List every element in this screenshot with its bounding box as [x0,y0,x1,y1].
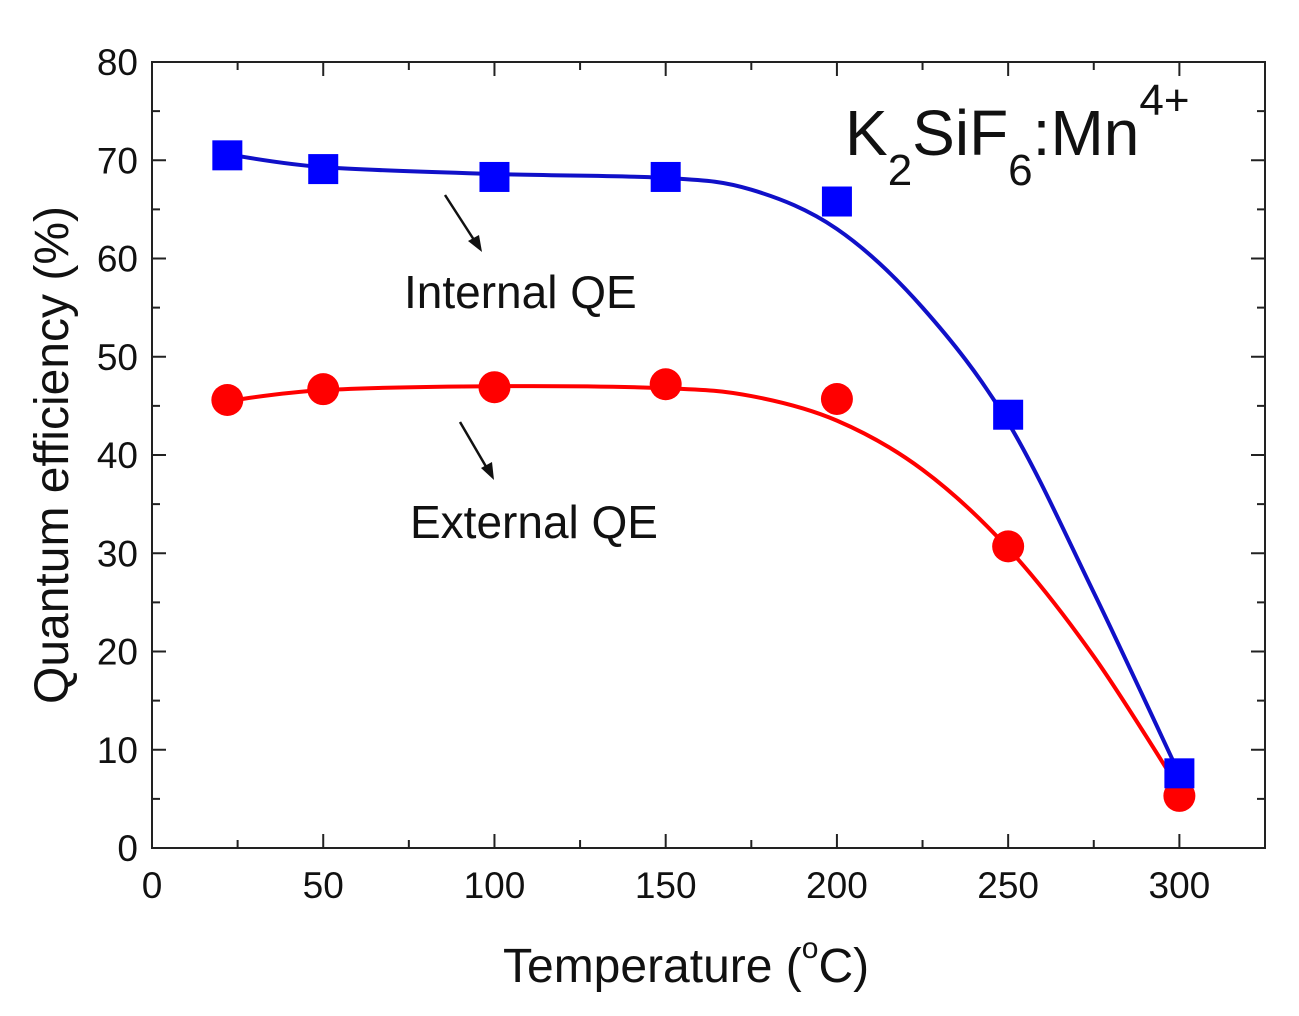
y-tick-label: 30 [97,533,138,574]
data-point-external [307,373,340,406]
x-axis-label: Temperature (oC) [503,932,869,993]
data-point-external [478,371,511,404]
x-tick-label: 150 [635,865,697,906]
y-tick-label: 20 [97,632,138,673]
x-tick-label: 200 [806,865,868,906]
x-tick-label: 250 [977,865,1039,906]
data-point-internal [650,161,681,192]
x-tick-label: 50 [303,865,344,906]
fit-line-internal [227,152,1182,776]
x-tick-label: 100 [464,865,526,906]
data-point-external [211,383,244,416]
y-tick-label: 0 [117,828,138,869]
data-point-internal [479,161,510,192]
x-tick-label: 300 [1149,865,1211,906]
y-tick-label: 40 [97,435,138,476]
y-tick-label: 10 [97,730,138,771]
data-point-internal [821,186,852,217]
y-axis-label: Quantum efficiency (%) [26,206,79,704]
data-point-external [820,382,853,415]
plot-frame [151,61,1266,849]
data-point-internal [1164,758,1195,789]
arrow-external [458,421,494,480]
data-point-external [992,530,1025,563]
data-point-internal [308,154,339,185]
data-point-internal [212,140,243,171]
y-tick-label: 70 [97,140,138,181]
y-tick-label: 50 [97,337,138,378]
y-tick-label: 60 [97,239,138,280]
data-point-internal [993,399,1024,430]
annotation-internal-qe: Internal QE [404,266,637,318]
fit-line-external [227,384,1182,791]
annotation-external-qe: External QE [410,496,658,548]
arrow-internal [443,194,482,252]
y-tick-label: 80 [97,42,138,83]
chart-title: K2SiF6:Mn4+ [845,76,1190,195]
data-point-external [649,368,682,401]
x-tick-label: 0 [142,865,163,906]
